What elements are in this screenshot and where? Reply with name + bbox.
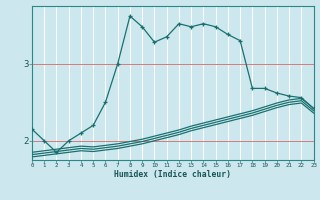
- X-axis label: Humidex (Indice chaleur): Humidex (Indice chaleur): [114, 170, 231, 179]
